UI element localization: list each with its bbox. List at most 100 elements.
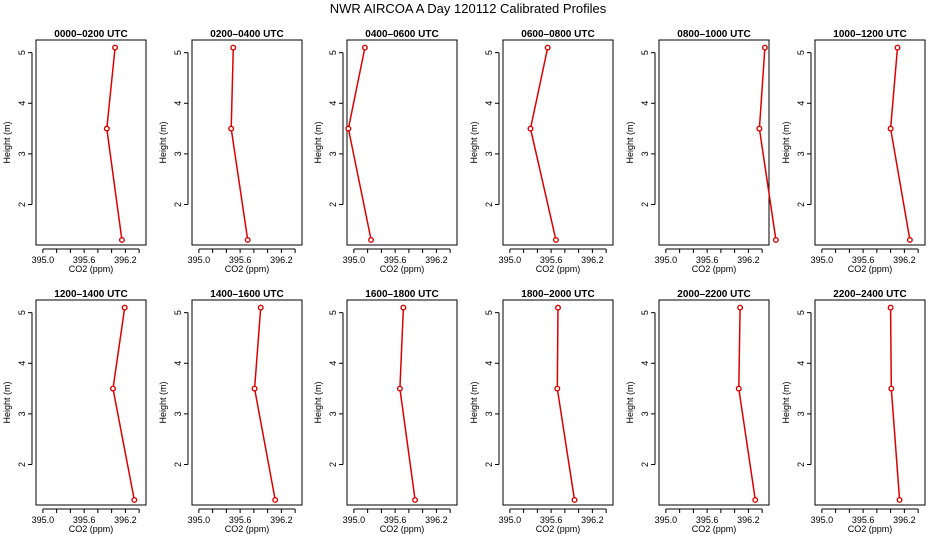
- y-axis-label: Height (m): [469, 121, 479, 163]
- data-point: [345, 125, 352, 132]
- data-point: [396, 385, 403, 392]
- data-point: [906, 236, 913, 243]
- x-tick-label: 396.2: [425, 515, 448, 525]
- y-tick-label: 5: [484, 310, 494, 315]
- x-axis-label: CO2 (ppm): [692, 264, 737, 274]
- y-tick-label: 2: [17, 202, 27, 207]
- data-point: [896, 496, 903, 503]
- figure-title: NWR AIRCOA A Day 120112 Calibrated Profi…: [329, 1, 607, 16]
- co2-profile-line: [106, 47, 123, 241]
- y-tick-label: 4: [640, 361, 650, 366]
- x-axis-label: CO2 (ppm): [69, 264, 114, 274]
- y-tick-label: 5: [173, 50, 183, 55]
- y-tick-label: 4: [173, 101, 183, 106]
- co2-profile-line: [112, 307, 136, 501]
- y-tick-label: 4: [173, 361, 183, 366]
- x-tick-label: 395.6: [696, 255, 719, 265]
- y-axis-label: Height (m): [625, 381, 635, 423]
- x-axis-label: CO2 (ppm): [380, 524, 425, 534]
- y-tick-label: 5: [328, 310, 338, 315]
- data-point: [555, 304, 562, 311]
- plot-frame: [35, 39, 147, 246]
- co2-profile-line: [230, 47, 249, 241]
- x-tick-label: 396.2: [425, 255, 448, 265]
- y-tick-label: 4: [484, 101, 494, 106]
- x-tick-label: 395.6: [384, 255, 407, 265]
- data-point: [412, 496, 419, 503]
- plot-frame: [35, 299, 147, 506]
- x-axis-label: CO2 (ppm): [848, 524, 893, 534]
- x-tick-label: 396.2: [581, 255, 604, 265]
- y-tick-label: 2: [328, 202, 338, 207]
- y-axis-label: Height (m): [781, 121, 791, 163]
- data-point: [121, 304, 128, 311]
- panel-title: 1800–2000 UTC: [521, 289, 594, 300]
- y-tick-label: 3: [173, 151, 183, 156]
- plot-frame: [346, 299, 458, 506]
- y-tick-label: 3: [328, 151, 338, 156]
- data-point: [756, 125, 763, 132]
- data-point: [103, 125, 110, 132]
- y-tick-label: 2: [328, 462, 338, 467]
- y-tick-label: 2: [796, 202, 806, 207]
- data-point: [251, 385, 258, 392]
- y-tick-label: 5: [640, 50, 650, 55]
- y-tick-label: 4: [796, 101, 806, 106]
- y-tick-label: 5: [640, 310, 650, 315]
- panel-title: 0000–0200 UTC: [54, 29, 127, 40]
- y-tick-label: 4: [796, 361, 806, 366]
- y-tick-label: 4: [640, 101, 650, 106]
- y-tick-label: 2: [640, 202, 650, 207]
- y-tick-label: 5: [796, 310, 806, 315]
- panel-title: 0800–1000 UTC: [677, 29, 750, 40]
- plot-frame: [814, 39, 926, 246]
- co2-profile-line: [889, 47, 911, 241]
- x-tick-label: 395.0: [188, 515, 211, 525]
- panel-title: 2000–2200 UTC: [677, 289, 750, 300]
- y-tick-label: 2: [173, 202, 183, 207]
- y-tick-label: 3: [640, 411, 650, 416]
- y-axis-label: Height (m): [2, 121, 12, 163]
- x-tick-label: 396.2: [270, 255, 293, 265]
- y-tick-label: 3: [17, 151, 27, 156]
- x-tick-label: 395.0: [811, 515, 834, 525]
- y-axis-label: Height (m): [2, 381, 12, 423]
- y-tick-label: 5: [328, 50, 338, 55]
- panel-title: 0600–0800 UTC: [521, 29, 594, 40]
- co2-profile-line: [529, 47, 557, 241]
- plot-frame: [346, 39, 458, 246]
- data-point: [118, 236, 125, 243]
- x-axis-label: CO2 (ppm): [536, 524, 581, 534]
- y-tick-label: 3: [17, 411, 27, 416]
- y-tick-label: 2: [484, 202, 494, 207]
- x-axis-label: CO2 (ppm): [848, 264, 893, 274]
- data-point: [112, 44, 119, 51]
- x-tick-label: 396.2: [114, 515, 137, 525]
- x-tick-label: 395.0: [343, 255, 366, 265]
- x-tick-label: 395.0: [188, 255, 211, 265]
- data-point: [887, 304, 894, 311]
- x-axis-label: CO2 (ppm): [536, 264, 581, 274]
- y-tick-label: 4: [328, 361, 338, 366]
- x-tick-label: 396.2: [270, 515, 293, 525]
- data-point: [554, 385, 561, 392]
- panel-title: 0400–0600 UTC: [365, 29, 438, 40]
- x-tick-label: 396.2: [893, 255, 916, 265]
- y-tick-label: 2: [17, 462, 27, 467]
- data-point: [361, 44, 368, 51]
- co2-profile-line: [253, 307, 276, 501]
- y-axis-label: Height (m): [158, 381, 168, 423]
- data-point: [761, 44, 768, 51]
- panel-title: 1200–1400 UTC: [54, 289, 127, 300]
- x-tick-label: 395.0: [499, 255, 522, 265]
